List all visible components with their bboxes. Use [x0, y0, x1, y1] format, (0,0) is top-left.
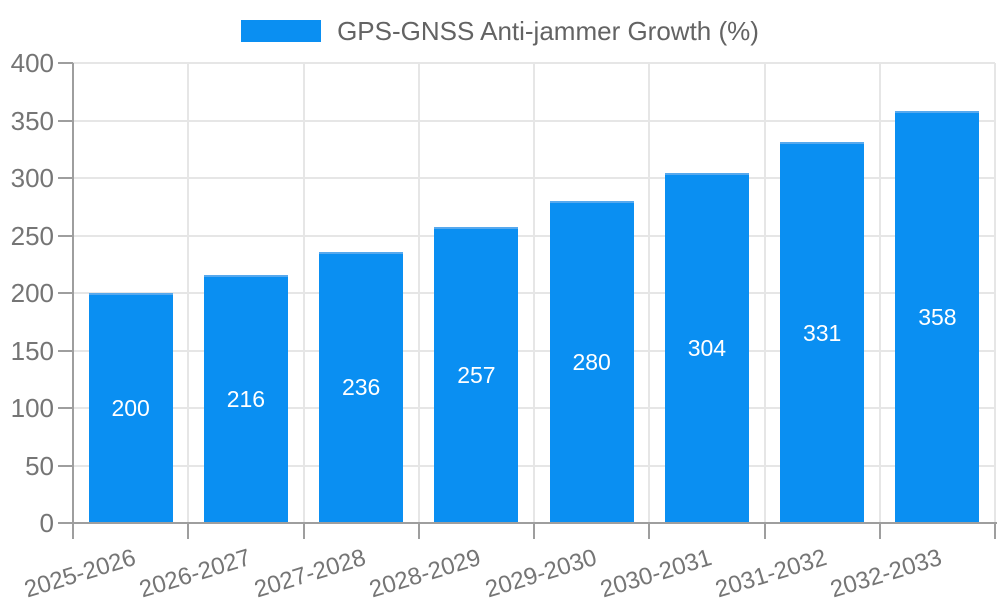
x-tick	[763, 523, 766, 539]
x-tick	[994, 523, 996, 539]
bar[interactable]	[319, 251, 404, 523]
bar[interactable]	[780, 142, 865, 523]
bar-value-label: 216	[226, 385, 266, 412]
bar-value-label: 257	[457, 362, 496, 389]
y-tick	[58, 407, 73, 409]
x-tick	[417, 523, 420, 539]
bar-value-label: 200	[111, 395, 150, 421]
y-tick	[58, 292, 73, 294]
bar[interactable]	[88, 293, 173, 523]
bar-value-label: 331	[802, 319, 842, 346]
x-tick	[648, 523, 651, 539]
y-tick	[58, 522, 73, 524]
y-tick-label: 200	[10, 278, 54, 308]
bar[interactable]	[203, 274, 288, 523]
bar[interactable]	[895, 111, 980, 523]
bar[interactable]	[664, 173, 749, 523]
bar-value-label: 236	[341, 374, 381, 401]
v-gridline	[648, 63, 651, 523]
y-tick-label: 300	[10, 163, 54, 193]
x-tick	[302, 523, 305, 539]
y-tick	[58, 119, 73, 122]
v-gridline	[533, 63, 535, 523]
x-tick	[72, 523, 74, 539]
v-gridline	[994, 63, 996, 523]
x-tick	[878, 523, 881, 539]
y-tick-label: 0	[39, 508, 54, 538]
x-tick	[533, 523, 535, 539]
y-tick	[58, 464, 73, 467]
bar-value-label: 358	[918, 304, 957, 331]
bar-value-label: 304	[687, 335, 727, 362]
y-tick	[58, 177, 73, 179]
y-tick-label: 50	[25, 450, 54, 481]
v-gridline	[302, 63, 305, 523]
y-tick	[58, 349, 73, 352]
legend: GPS-GNSS Anti-jammer Growth (%)	[0, 16, 1000, 46]
y-tick	[58, 62, 73, 64]
bar[interactable]	[549, 201, 634, 523]
legend-label: GPS-GNSS Anti-jammer Growth (%)	[337, 16, 759, 46]
legend-swatch	[241, 20, 322, 42]
x-axis-line	[73, 522, 997, 524]
v-gridline	[763, 63, 766, 523]
y-tick-label: 150	[10, 335, 54, 366]
v-gridline	[187, 63, 190, 523]
y-tick-label: 250	[10, 220, 54, 251]
y-tick-label: 100	[10, 393, 54, 423]
bar[interactable]	[434, 227, 519, 523]
y-tick-label: 350	[10, 105, 54, 136]
y-tick	[58, 234, 73, 237]
y-tick-label: 400	[10, 48, 54, 78]
v-gridline	[878, 63, 881, 523]
y-axis-line	[72, 63, 74, 524]
v-gridline	[417, 63, 420, 523]
x-tick	[187, 523, 190, 539]
bar-value-label: 280	[572, 349, 611, 375]
